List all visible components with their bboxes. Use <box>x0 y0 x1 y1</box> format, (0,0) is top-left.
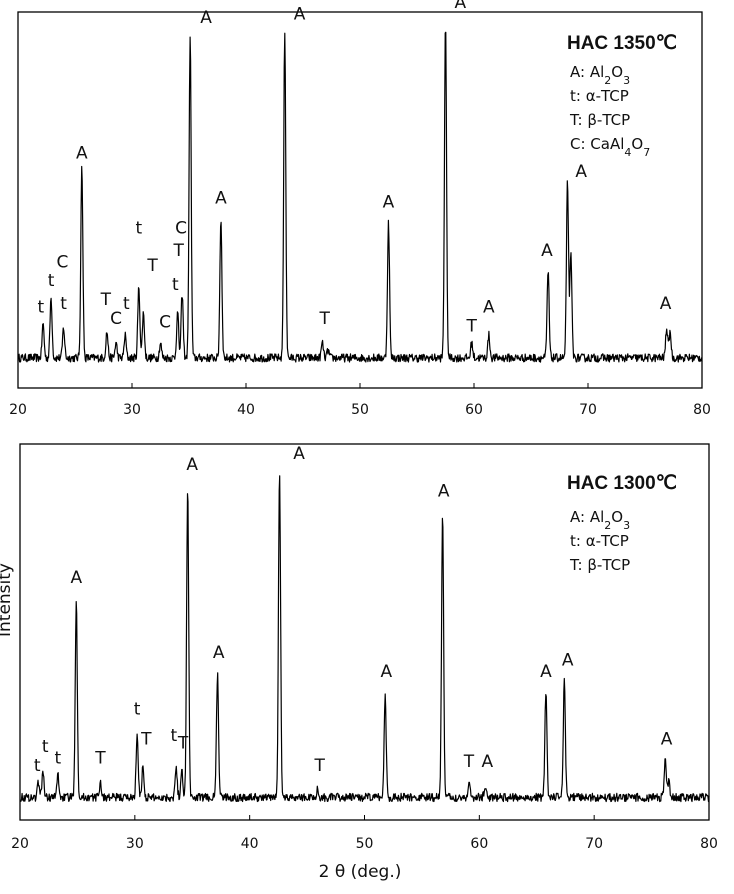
peak-label-alumina: A <box>562 651 574 671</box>
x-tick-label: 40 <box>241 836 259 852</box>
peak-label-alumina: A <box>482 752 494 772</box>
x-tick-label: 20 <box>9 402 27 418</box>
x-axis-label: 2 θ (deg.) <box>319 862 402 882</box>
x-tick-label: 40 <box>237 402 255 418</box>
legend-item: A: Al2O3 <box>570 508 630 532</box>
peak-label-beta-tcp: T <box>463 752 475 772</box>
peak-label-alpha-tcp: t <box>172 275 179 295</box>
peak-label-beta-tcp: T <box>94 748 106 768</box>
peak-label-alpha-tcp: t <box>171 726 178 746</box>
peak-label-alumina: A <box>660 294 672 314</box>
peak-label-alumina: A <box>540 662 552 682</box>
x-tick-label: 80 <box>700 836 718 852</box>
peak-label-alpha-tcp: t <box>42 737 49 757</box>
peak-label-alumina: A <box>186 455 198 475</box>
peak-label-alpha-tcp: t <box>37 298 44 318</box>
x-tick-label: 50 <box>351 402 369 418</box>
peak-label-alumina: A <box>76 143 88 163</box>
peak-label-calcium-aluminate: C <box>110 309 122 329</box>
chart-panel-1350: 20 30 40 50 60 70 80ttCtATCttTCtTCAAATAATAAAAH… <box>9 0 711 418</box>
peak-label-alumina: A <box>438 481 450 501</box>
peak-label-alpha-tcp: t <box>134 699 141 719</box>
legend-title: HAC 1350℃ <box>567 33 677 54</box>
legend-item: A: Al2O3 <box>570 63 630 87</box>
peak-label-calcium-aluminate: C <box>57 252 69 272</box>
peak-label-alumina: A <box>213 643 225 663</box>
peak-label-alpha-tcp: t <box>60 294 67 314</box>
peak-label-beta-tcp: T <box>146 256 158 276</box>
peak-label-beta-tcp: T <box>140 730 152 750</box>
x-tick-label: 80 <box>693 402 711 418</box>
x-tick-label: 30 <box>123 402 141 418</box>
xrd-pattern-line <box>17 31 703 363</box>
peak-label-beta-tcp: T <box>173 241 185 261</box>
peak-label-beta-tcp: T <box>177 733 189 753</box>
peak-label-alumina: A <box>575 162 587 182</box>
peak-label-alumina: A <box>661 730 673 750</box>
legend-item: t: α-TCP <box>570 87 629 105</box>
x-tick-label: 20 <box>11 836 29 852</box>
peak-label-alumina: A <box>293 444 305 464</box>
peak-label-alpha-tcp: t <box>34 756 41 776</box>
peak-label-alpha-tcp: t <box>55 748 62 768</box>
peak-label-alumina: A <box>215 189 227 209</box>
peak-label-beta-tcp: T <box>318 309 330 329</box>
peak-label-alumina: A <box>383 192 395 212</box>
xrd-pattern-line <box>19 475 710 803</box>
legend-item: T: β-TCP <box>569 556 630 574</box>
peak-label-alpha-tcp: t <box>136 219 143 239</box>
x-tick-label: 70 <box>579 402 597 418</box>
peak-label-alumina: A <box>380 662 392 682</box>
peak-label-alumina: A <box>200 8 212 28</box>
y-axis-label: Intensity <box>0 563 15 637</box>
legend-title: HAC 1300℃ <box>567 473 677 494</box>
x-tick-label: 30 <box>126 836 144 852</box>
peak-label-beta-tcp: T <box>314 756 326 776</box>
peak-label-alpha-tcp: t <box>123 294 130 314</box>
peak-label-beta-tcp: T <box>100 290 112 310</box>
peak-label-alpha-tcp: t <box>48 271 55 291</box>
peak-label-alumina: A <box>541 241 553 261</box>
x-tick-label: 60 <box>465 402 483 418</box>
plot-frame <box>19 443 710 821</box>
peak-label-calcium-aluminate: C <box>159 313 171 333</box>
peak-label-alumina: A <box>294 4 306 24</box>
x-tick-label: 70 <box>585 836 603 852</box>
peak-label-alumina: A <box>70 568 82 588</box>
legend-item: t: α-TCP <box>570 532 629 550</box>
peak-label-calcium-aluminate: C <box>175 219 187 239</box>
peak-label-beta-tcp: T <box>466 316 478 336</box>
legend-item: C: CaAl4O7 <box>570 135 650 159</box>
peak-label-alumina: A <box>483 298 495 318</box>
x-tick-label: 50 <box>356 836 374 852</box>
legend-item: T: β-TCP <box>569 111 630 129</box>
peak-label-alumina: A <box>454 0 466 13</box>
x-tick-label: 60 <box>470 836 488 852</box>
